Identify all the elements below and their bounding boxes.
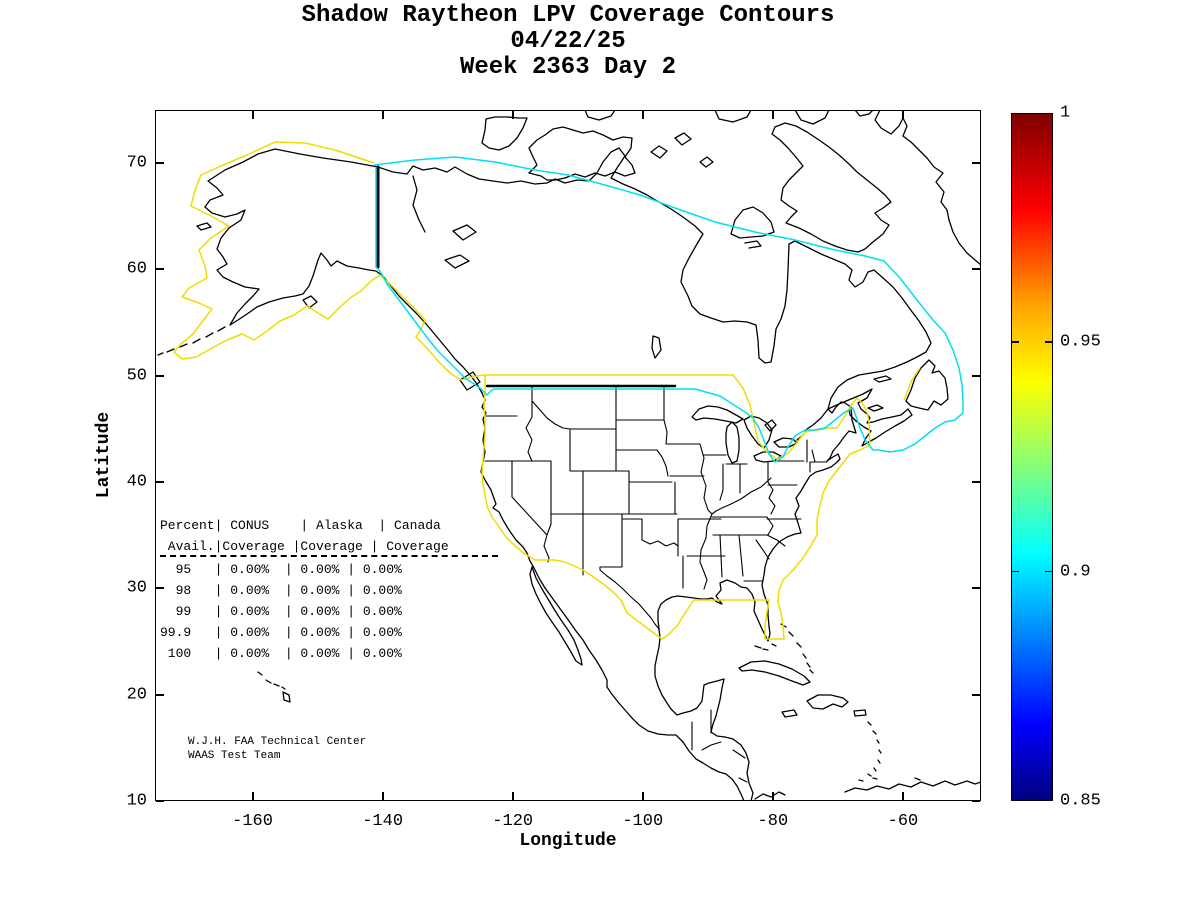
x-tick-mark — [381, 792, 384, 800]
vancouver-island — [459, 371, 481, 391]
y-tick-mark — [972, 268, 980, 271]
lake-superior — [691, 405, 744, 424]
pei-anticosti-islands — [867, 375, 892, 412]
colorbar-tick-label: 0.95 — [1060, 332, 1101, 352]
coverage-table-header: Percent| CONUS | Alaska | Canada Avail.|… — [160, 518, 449, 554]
banks-island — [481, 116, 528, 151]
y-tick-mark — [972, 587, 980, 590]
southampton-island — [730, 206, 775, 249]
baja-california-peninsula — [529, 566, 583, 666]
y-tick-mark — [156, 587, 164, 590]
lake-huron — [743, 415, 777, 449]
y-tick-mark — [156, 800, 164, 802]
credit-line-2: WAAS Test Team — [188, 750, 281, 762]
x-tick-mark — [901, 111, 904, 119]
plot-title-block: Shadow Raytheon LPV Coverage Contours 04… — [155, 3, 981, 81]
y-tick-mark — [156, 162, 164, 165]
colorbar — [1011, 113, 1053, 801]
jamaica-puertorico-islands — [781, 709, 867, 718]
greenland-coastline — [874, 110, 981, 266]
y-axis-label: Latitude — [94, 411, 114, 499]
colorbar-tick-mark — [1045, 570, 1052, 573]
x-tick-label: -60 — [887, 812, 919, 831]
x-tick-mark — [641, 111, 644, 119]
x-tick-mark — [251, 792, 254, 800]
small-arctic-islands — [584, 110, 874, 168]
coverage-table-separator — [160, 555, 498, 557]
x-tick-mark — [771, 111, 774, 119]
x-tick-label: -120 — [492, 812, 534, 831]
y-tick-mark — [156, 268, 164, 271]
y-tick-label: 50 — [126, 366, 147, 386]
y-tick-mark — [972, 800, 980, 802]
canada-coastline — [377, 147, 932, 441]
x-tick-label: -160 — [232, 812, 273, 831]
y-tick-label: 20 — [126, 685, 147, 705]
north-america-map — [157, 110, 981, 801]
x-tick-mark — [511, 111, 514, 119]
x-tick-mark — [511, 792, 514, 800]
lesser-antilles-islands — [867, 721, 882, 777]
x-tick-label: -80 — [757, 812, 789, 831]
x-tick-mark — [381, 111, 384, 119]
gulf-atlantic-coastline — [654, 401, 857, 801]
x-tick-mark — [641, 792, 644, 800]
canada-interior-lakes — [412, 175, 662, 359]
coverage-table-body: 95 | 0.00% | 0.00% | 0.00% 98 | 0.00% | … — [160, 562, 402, 661]
kodiak-aleutian-islands — [157, 222, 318, 356]
us-state-borders — [484, 386, 828, 630]
y-tick-mark — [972, 693, 980, 696]
cuba-island — [738, 660, 811, 686]
x-tick-label: -100 — [622, 812, 664, 831]
y-tick-label: 40 — [126, 472, 147, 492]
y-tick-mark — [156, 481, 164, 484]
colorbar-tick-label: 1 — [1060, 103, 1071, 123]
conus-mexico-west-coastline — [480, 392, 745, 801]
x-tick-mark — [901, 792, 904, 800]
x-tick-label: -140 — [362, 812, 404, 831]
credit-line-1: W.J.H. FAA Technical Center — [188, 736, 367, 748]
plot-week-day: Week 2363 Day 2 — [459, 54, 677, 81]
lake-michigan — [725, 421, 740, 464]
colorbar-tick-mark — [1012, 570, 1019, 573]
colorbar-tick-mark — [1012, 341, 1019, 343]
plot-frame — [155, 110, 981, 801]
gaspe-maritimes-coastline — [827, 388, 913, 447]
coverage-contour-cyan — [373, 156, 964, 463]
y-tick-mark — [972, 162, 980, 165]
colorbar-tick-mark — [1045, 341, 1052, 343]
y-tick-mark — [156, 374, 164, 377]
x-axis-label: Longitude — [519, 831, 617, 851]
hispaniola-island — [806, 694, 849, 710]
credit-block: W.J.H. FAA Technical Center WAAS Test Te… — [188, 735, 366, 763]
victoria-island — [528, 126, 636, 181]
colorbar-tick-label: 0.9 — [1060, 562, 1091, 582]
y-tick-label: 70 — [126, 153, 147, 173]
x-tick-mark — [251, 111, 254, 119]
y-tick-label: 10 — [126, 791, 147, 811]
y-tick-mark — [972, 374, 980, 377]
y-tick-label: 60 — [126, 259, 147, 279]
y-tick-label: 30 — [126, 578, 147, 598]
baffin-island — [771, 122, 892, 253]
newfoundland-island — [905, 359, 949, 411]
alaska-coastline — [204, 148, 483, 394]
y-tick-mark — [156, 693, 164, 696]
plot-title: Shadow Raytheon LPV Coverage Contours — [301, 2, 835, 29]
central-america-borders — [691, 709, 748, 783]
south-america-coastline — [754, 777, 981, 800]
x-tick-mark — [771, 792, 774, 800]
plot-date: 04/22/25 — [510, 28, 626, 55]
hawaii-islands — [257, 671, 291, 703]
colorbar-tick-label: 0.85 — [1060, 791, 1101, 811]
y-tick-mark — [972, 481, 980, 484]
